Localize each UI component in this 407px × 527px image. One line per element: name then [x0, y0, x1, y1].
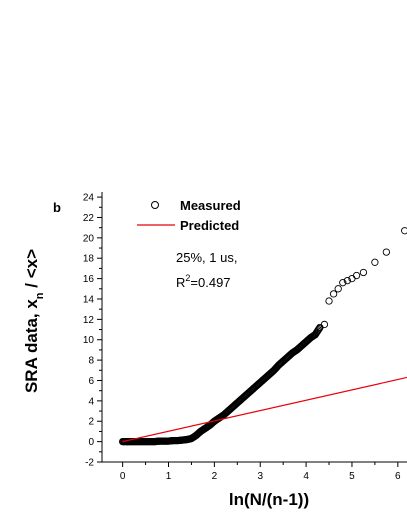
axes: [101, 192, 407, 463]
y-tick-label: 0: [88, 437, 94, 448]
legend-label-predicted: Predicted: [180, 218, 239, 233]
measured-point: [325, 297, 333, 305]
measured-point: [382, 248, 391, 256]
y-tick-label: 4: [88, 396, 94, 407]
series-measured: [118, 227, 407, 446]
y-tick-label: 18: [83, 254, 95, 265]
x-tick-label: 5: [349, 471, 355, 482]
measured-point: [339, 279, 347, 287]
y-tick-label: 2: [88, 417, 94, 428]
annotation-r2-sup: 2: [185, 273, 190, 283]
legend: Measured Predicted: [137, 198, 241, 233]
x-tick-label: 1: [166, 471, 172, 482]
measured-point: [320, 320, 329, 329]
x-tick-label: 4: [303, 471, 309, 482]
y-tick-label: 10: [83, 335, 95, 346]
measured-point: [343, 276, 352, 285]
y-tick-label: 8: [88, 356, 94, 367]
y-axis-title-subscript: n: [34, 292, 46, 299]
y-tick-label: 24: [83, 193, 95, 204]
y-tick-label: 14: [83, 294, 95, 305]
y-tick-label: -2: [85, 458, 94, 469]
annotation-r2-value: =0.497: [190, 275, 230, 290]
y-tick-label: 22: [83, 213, 95, 224]
x-tick-label: 2: [212, 471, 218, 482]
legend-marker-measured: [151, 201, 159, 209]
predicted-line: [122, 376, 407, 443]
measured-point: [401, 227, 407, 235]
annotation-r2: R2=0.497: [176, 273, 231, 290]
x-tick-label: 3: [257, 471, 263, 482]
measured-point: [334, 285, 342, 293]
measured-point: [329, 290, 338, 298]
annotation-config: 25%, 1 us,: [176, 250, 237, 265]
y-axis-title-prefix: SRA data, x: [22, 299, 41, 393]
y-tick-label: 16: [83, 274, 95, 285]
y-tick-label: 12: [83, 315, 95, 326]
y-tick-label: 20: [83, 233, 95, 244]
legend-label-measured: Measured: [180, 198, 241, 213]
measured-point: [359, 268, 368, 277]
measured-point: [371, 258, 379, 266]
annotation-r2-prefix: R: [176, 275, 185, 290]
x-axis-title: ln(N/(n-1)): [229, 490, 309, 509]
y-tick-label: 6: [88, 376, 94, 387]
x-tick-label: 0: [120, 471, 126, 482]
series-predicted: [122, 376, 407, 443]
y-axis-title-suffix: / <x>: [22, 249, 41, 293]
measured-point: [315, 325, 323, 333]
measured-point: [352, 271, 361, 280]
x-tick-label: 6: [395, 471, 401, 482]
y-axis-title: SRA data, xn / <x>: [22, 249, 46, 393]
panel-label: b: [53, 200, 61, 215]
